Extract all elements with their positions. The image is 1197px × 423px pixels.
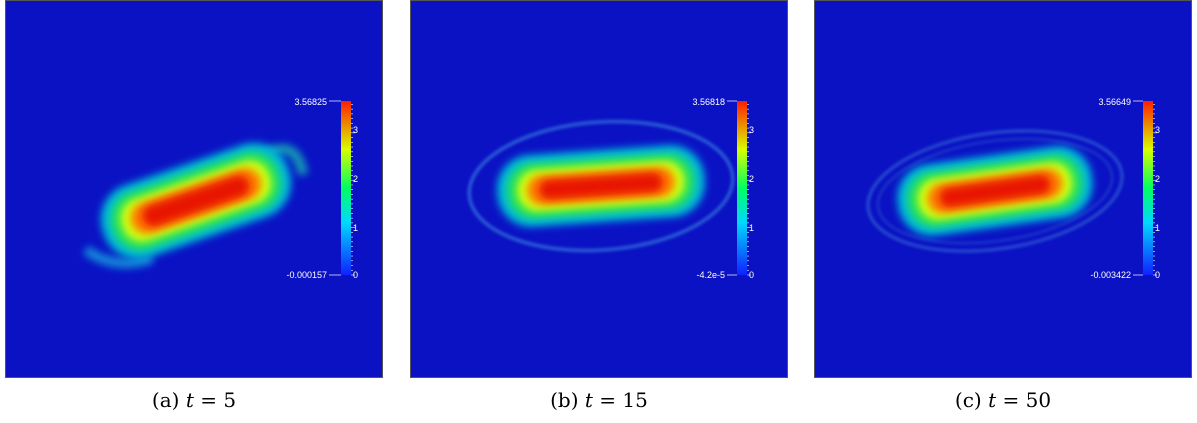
colorbar-tick-2: 2 [749,174,754,184]
colorbar-tick-1: 1 [749,223,754,233]
plot-frame-b: 3.56818 -4.2e-5 3 2 1 0 [410,0,788,378]
colorbar-max-label: 3.56649 [1098,97,1131,107]
colorbar-tick-0: 0 [749,270,754,280]
colorbar-min-label: -0.000157 [286,270,327,280]
colorbar-tick-3: 3 [353,125,358,135]
colorbar-b: 3.56818 -4.2e-5 3 2 1 0 [692,97,754,280]
colorbar-tick-0: 0 [1155,270,1160,280]
caption-a: (a) t = 5 [5,388,383,412]
plot-frame-c: 3.56649 -0.003422 3 2 1 0 [814,0,1192,378]
blob-c [866,129,1124,253]
field-plot-b: 3.56818 -4.2e-5 3 2 1 0 [411,1,787,377]
colorbar-tick-1: 1 [1155,223,1160,233]
colorbar-a: 3.56825 -0.000157 3 2 1 0 [286,97,358,280]
caption-var: t [584,388,593,412]
caption-prefix: (b) [550,388,579,412]
colorbar-max-label: 3.56818 [692,97,725,107]
plot-frame-a: 3.56825 -0.000157 3 2 1 0 [5,0,383,378]
caption-var: t [185,388,194,412]
panel-b: 3.56818 -4.2e-5 3 2 1 0 (b) t = 15 [410,0,788,412]
colorbar-gradient [737,101,747,275]
colorbar-tick-1: 1 [353,223,358,233]
caption-rest: = 50 [1002,388,1052,412]
colorbar-tick-0: 0 [353,270,358,280]
colorbar-tick-3: 3 [749,125,754,135]
colorbar-tick-3: 3 [1155,125,1160,135]
panel-c: 3.56649 -0.003422 3 2 1 0 (c) t = 50 [814,0,1192,412]
colorbar-min-label: -4.2e-5 [696,270,725,280]
colorbar-c: 3.56649 -0.003422 3 2 1 0 [1090,97,1160,280]
panel-a: 3.56825 -0.000157 3 2 1 0 (a) t = 5 [5,0,383,412]
caption-var: t [988,388,997,412]
blob-a [82,142,309,269]
colorbar-gradient [341,101,351,275]
field-plot-a: 3.56825 -0.000157 3 2 1 0 [6,1,382,377]
colorbar-tick-2: 2 [353,174,358,184]
colorbar-gradient [1143,101,1153,275]
colorbar-max-label: 3.56825 [294,97,327,107]
caption-b: (b) t = 15 [410,388,788,412]
field-plot-c: 3.56649 -0.003422 3 2 1 0 [815,1,1191,377]
caption-prefix: (c) [954,388,982,412]
caption-prefix: (a) [151,388,180,412]
colorbar-min-label: -0.003422 [1090,270,1131,280]
colorbar-tick-2: 2 [1155,174,1160,184]
caption-rest: = 15 [599,388,648,412]
blob-b [467,119,735,253]
caption-c: (c) t = 50 [814,388,1192,412]
caption-rest: = 5 [200,388,237,412]
